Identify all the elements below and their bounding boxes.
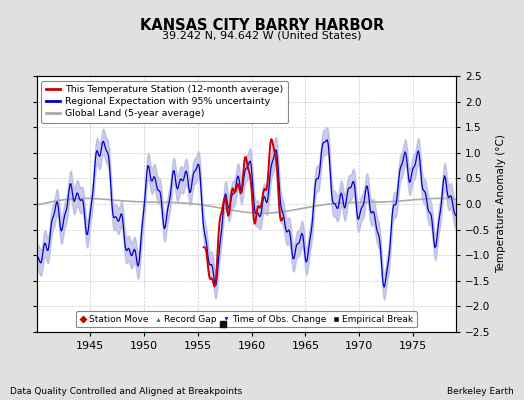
- Text: Berkeley Earth: Berkeley Earth: [447, 387, 514, 396]
- Legend: Station Move, Record Gap, Time of Obs. Change, Empirical Break: Station Move, Record Gap, Time of Obs. C…: [76, 311, 417, 328]
- Y-axis label: Temperature Anomaly (°C): Temperature Anomaly (°C): [496, 134, 506, 274]
- Text: Data Quality Controlled and Aligned at Breakpoints: Data Quality Controlled and Aligned at B…: [10, 387, 243, 396]
- Text: 39.242 N, 94.642 W (United States): 39.242 N, 94.642 W (United States): [162, 30, 362, 40]
- Text: KANSAS CITY BARRY HARBOR: KANSAS CITY BARRY HARBOR: [140, 18, 384, 33]
